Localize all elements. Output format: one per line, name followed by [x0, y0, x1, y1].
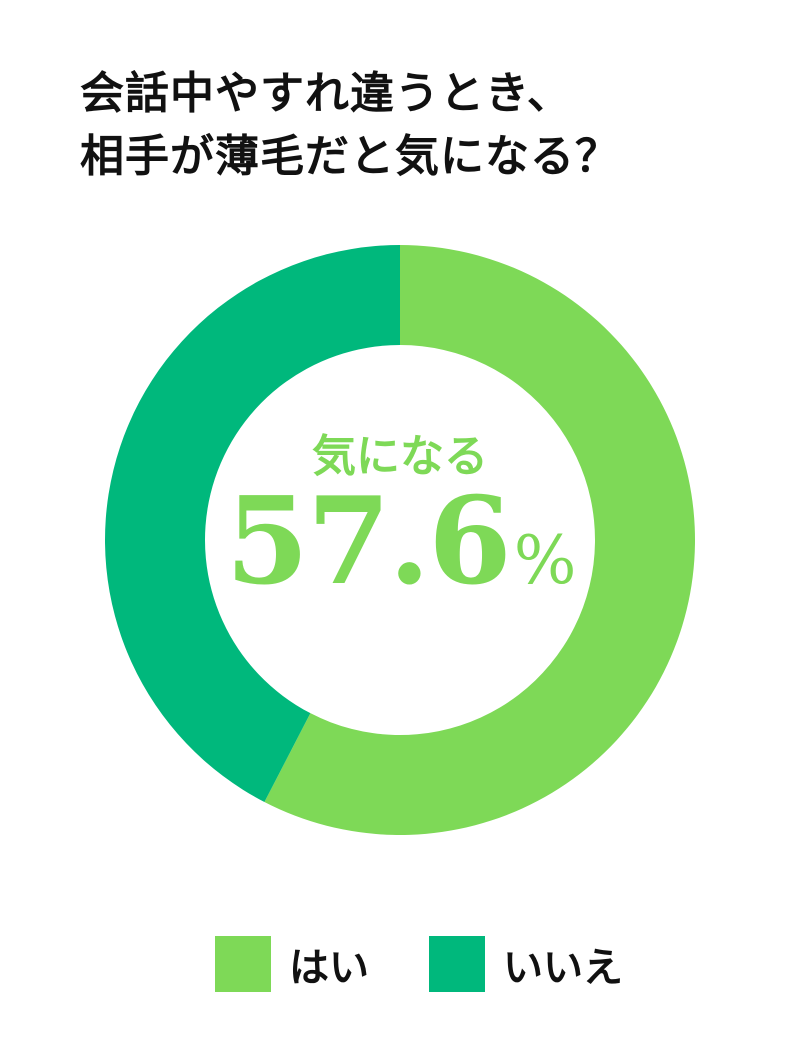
- legend-item-yes: はい: [215, 935, 369, 993]
- legend-label-no: いいえ: [503, 945, 623, 991]
- legend-swatch-yes: [215, 936, 271, 992]
- donut-slice-yes: [264, 245, 695, 836]
- legend: はい いいえ: [215, 935, 683, 993]
- chart-title: 会話中やすれ違うとき、 相手が薄毛だと気になる？: [80, 62, 620, 188]
- legend-label-yes: はい: [289, 945, 369, 991]
- legend-swatch-no: [429, 936, 485, 992]
- title-line-2: 相手が薄毛だと気になる？: [80, 131, 620, 182]
- legend-item-no: いいえ: [429, 935, 623, 993]
- center-value-unit: %: [513, 522, 577, 599]
- center-value: 57.6%: [0, 472, 800, 631]
- title-line-1: 会話中やすれ違うとき、: [80, 68, 572, 119]
- center-value-number: 57.6: [225, 471, 512, 612]
- center-label: 気になる: [312, 431, 488, 482]
- donut-slice-no: [105, 245, 401, 803]
